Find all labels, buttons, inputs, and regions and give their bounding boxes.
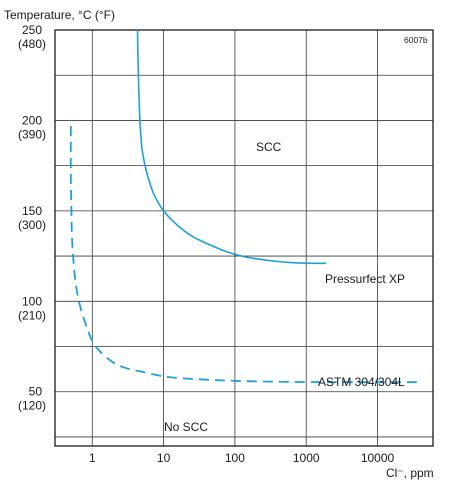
x-tick-label: 10000 xyxy=(361,451,395,465)
curves xyxy=(69,29,421,384)
annotation-scc: SCC xyxy=(256,140,282,154)
x-tick-label: 100 xyxy=(225,451,245,465)
y-tick-label: 100 xyxy=(22,294,42,308)
x-axis-label: Cl⁻, ppm xyxy=(386,466,434,480)
y-tick-label-fahrenheit: (390) xyxy=(18,127,46,141)
x-tick-label: 1 xyxy=(89,451,96,465)
y-tick-label: 200 xyxy=(22,113,42,127)
y-tick-label: 150 xyxy=(22,204,42,218)
series-label-pressurfect-xp: Pressurfect XP xyxy=(325,272,405,286)
series-line-astm-304-304l xyxy=(69,125,421,384)
x-tick-label: 10 xyxy=(157,451,171,465)
tick-labels: 1 10 100 1000 10000 250(480) 200(390) 150(300) 1… xyxy=(18,23,395,465)
y-tick-label-fahrenheit: (480) xyxy=(18,37,46,51)
y-tick-label-fahrenheit: (210) xyxy=(18,308,46,322)
x-tick-label: 1000 xyxy=(293,451,320,465)
plot-frame xyxy=(54,29,434,447)
figure-code: 6007b xyxy=(404,35,428,45)
series-line-pressurfect-xp xyxy=(136,29,327,265)
y-axis-label: Temperature, °C (°F) xyxy=(4,8,115,22)
y-tick-label-fahrenheit: (300) xyxy=(18,218,46,232)
grid xyxy=(55,30,433,446)
y-tick-label: 250 xyxy=(22,23,42,37)
annotation-no-scc: No SCC xyxy=(164,420,208,434)
y-tick-label-fahrenheit: (120) xyxy=(18,399,46,413)
y-tick-label: 50 xyxy=(29,385,43,399)
series-label-astm-304-304l: ASTM 304/304L xyxy=(318,375,405,389)
